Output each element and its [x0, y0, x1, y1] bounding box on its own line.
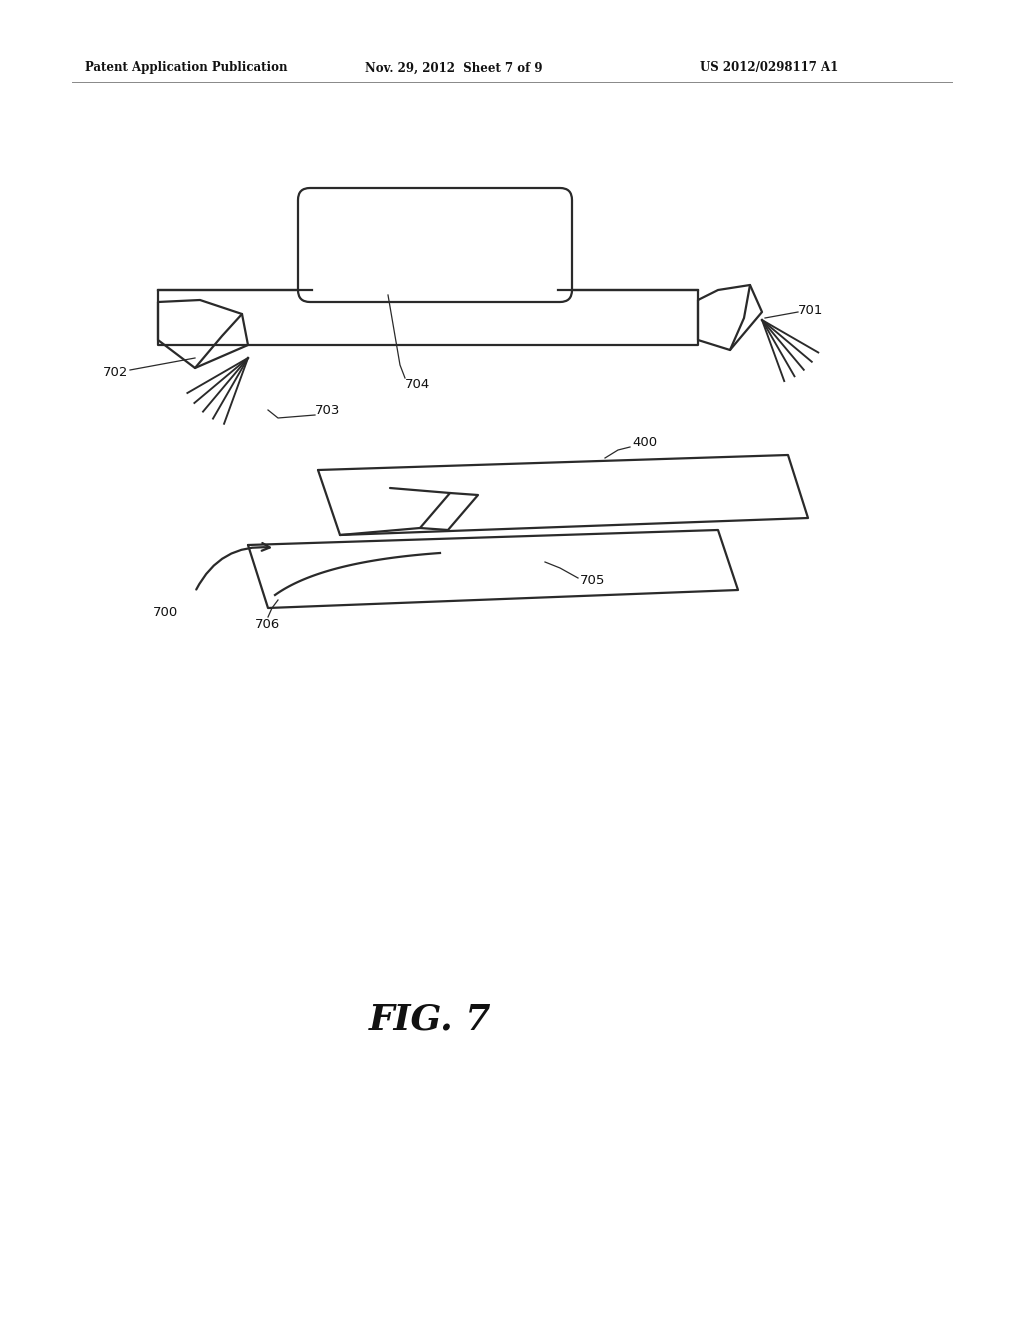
- Text: Patent Application Publication: Patent Application Publication: [85, 62, 288, 74]
- FancyBboxPatch shape: [298, 187, 572, 302]
- Text: 706: 706: [255, 619, 281, 631]
- Text: 703: 703: [315, 404, 340, 417]
- Text: 702: 702: [102, 366, 128, 379]
- Text: Nov. 29, 2012  Sheet 7 of 9: Nov. 29, 2012 Sheet 7 of 9: [365, 62, 543, 74]
- Text: FIG. 7: FIG. 7: [369, 1003, 492, 1038]
- Text: 400: 400: [632, 437, 657, 450]
- Text: 705: 705: [580, 573, 605, 586]
- Text: 704: 704: [406, 379, 430, 392]
- Text: 700: 700: [153, 606, 177, 619]
- Text: 701: 701: [798, 304, 823, 317]
- Text: US 2012/0298117 A1: US 2012/0298117 A1: [700, 62, 839, 74]
- FancyArrowPatch shape: [197, 543, 269, 590]
